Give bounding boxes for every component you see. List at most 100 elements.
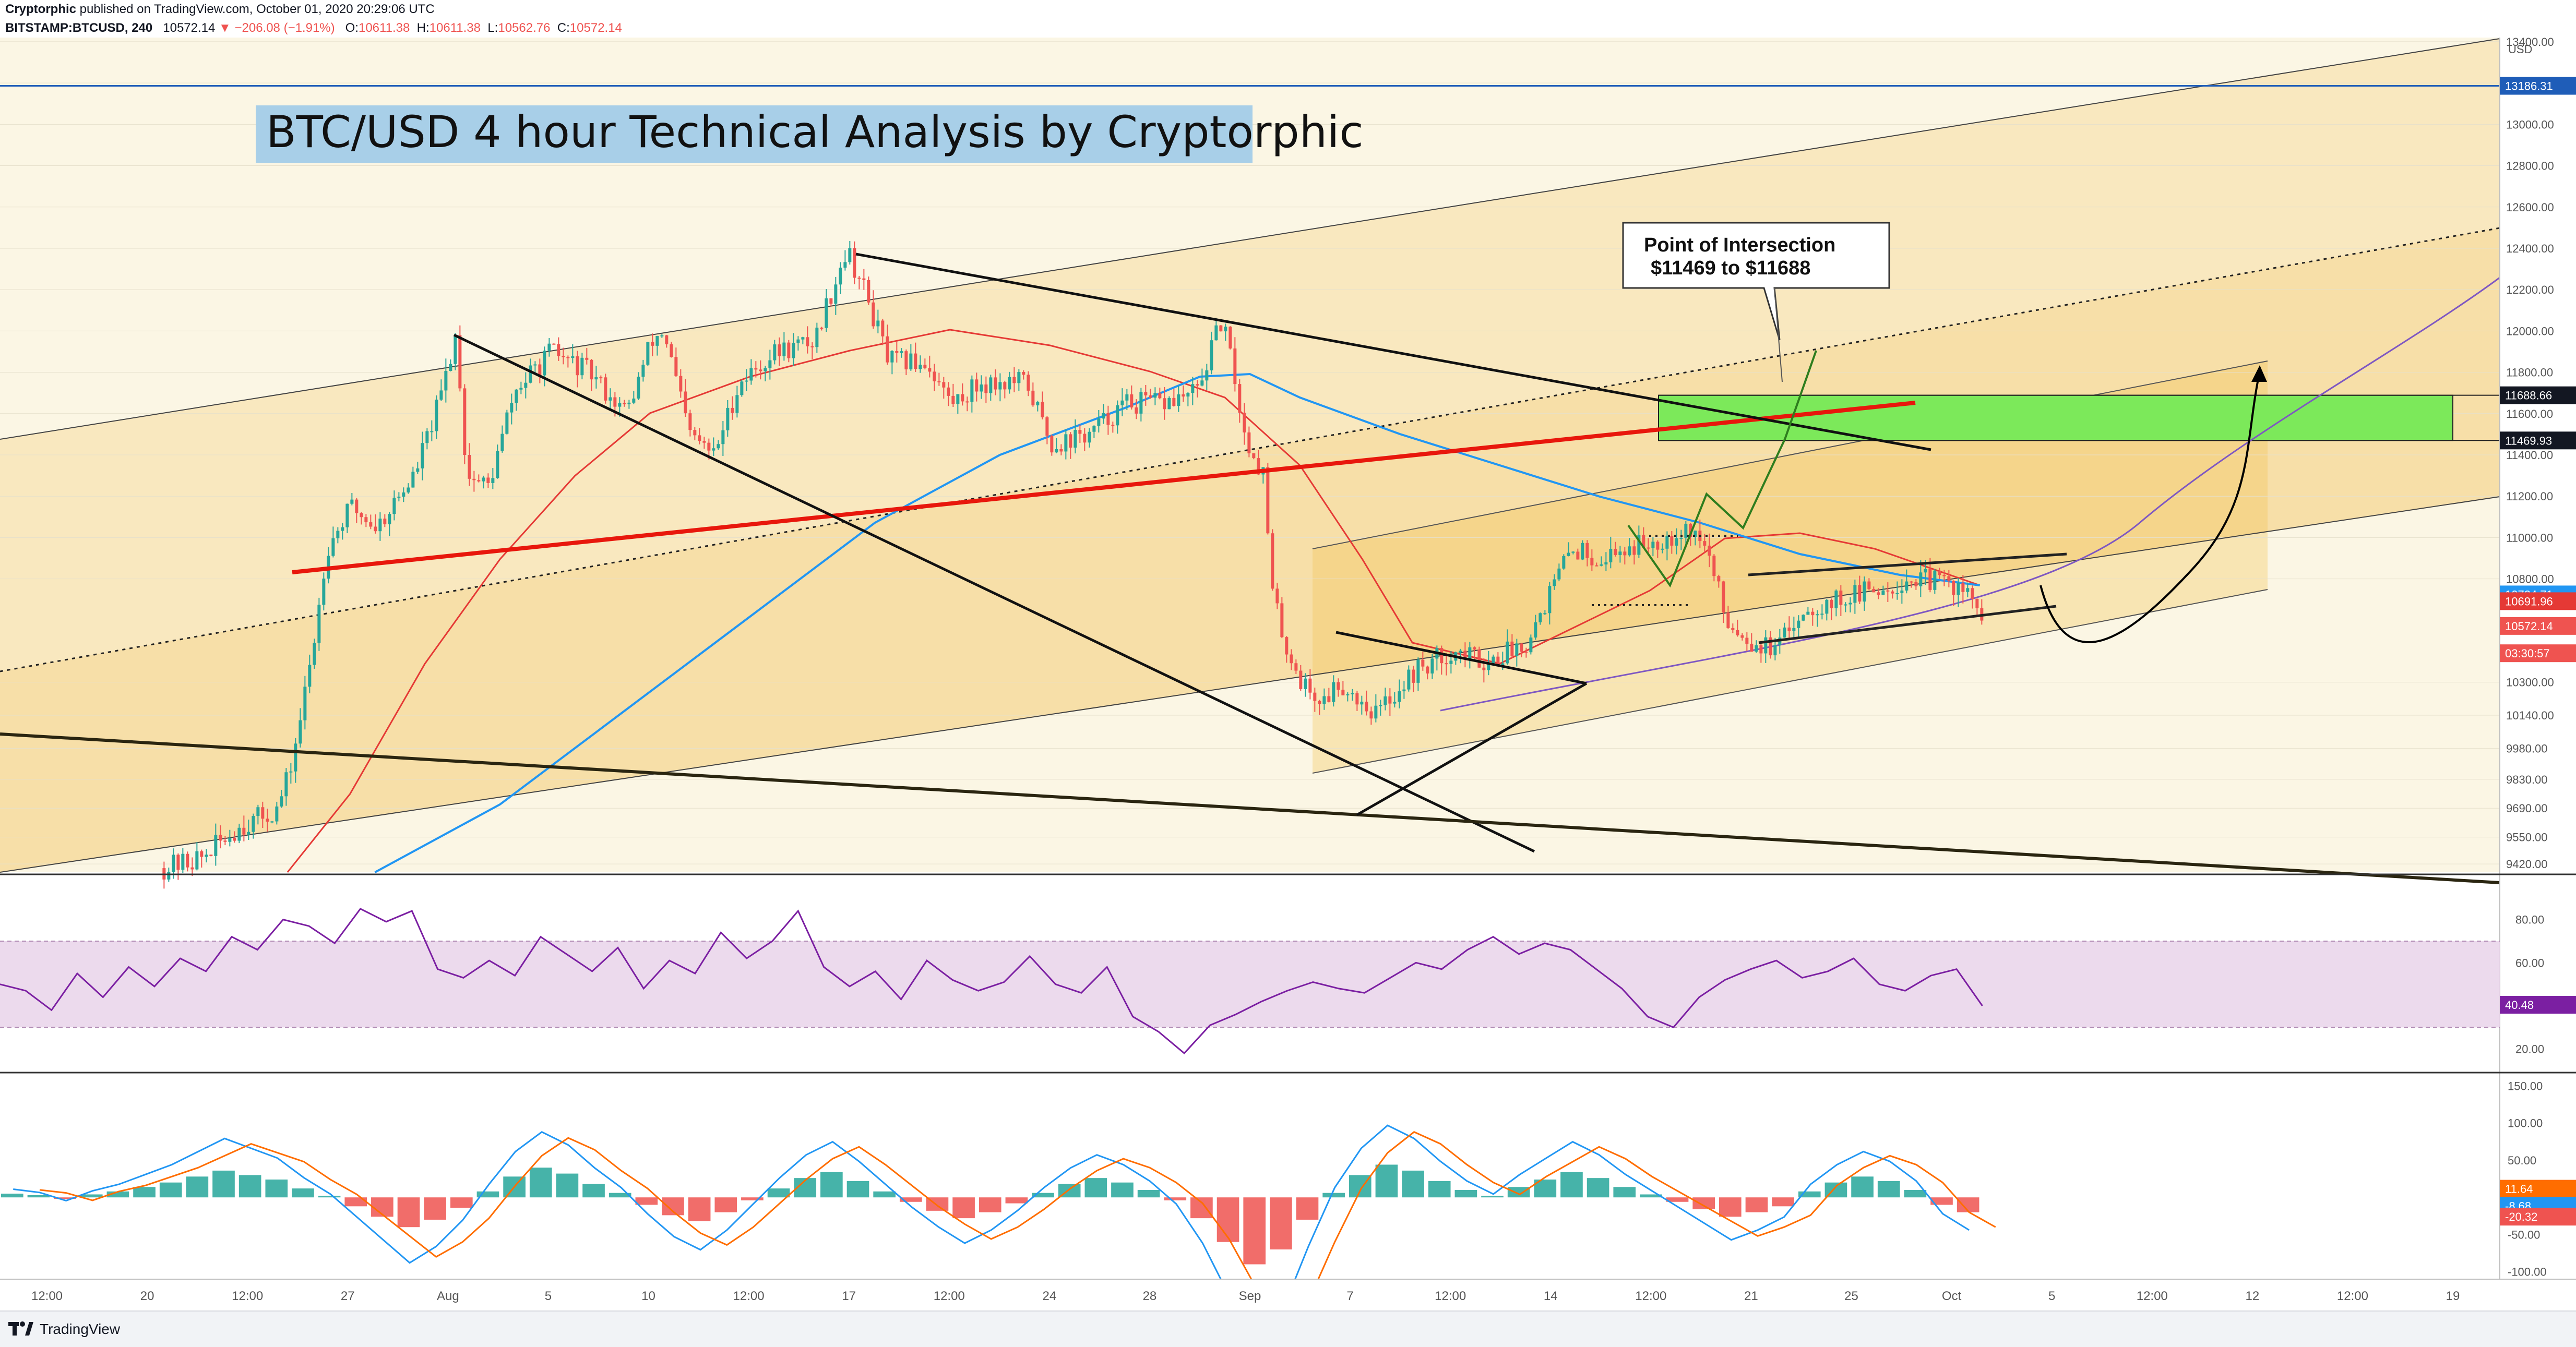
candle <box>1590 558 1594 566</box>
candle <box>1341 690 1345 695</box>
candle <box>1102 413 1105 419</box>
candle <box>205 855 208 857</box>
candle <box>843 262 847 268</box>
candle <box>933 371 936 381</box>
price-tick-label: 9830.00 <box>2506 773 2548 786</box>
candle <box>1355 693 1359 705</box>
time-tick-label: Sep <box>1239 1289 1261 1303</box>
candle <box>510 403 514 413</box>
candle <box>1445 663 1448 665</box>
candle <box>1313 692 1317 701</box>
candle <box>1750 643 1754 652</box>
macd-histogram-bar <box>265 1179 288 1198</box>
candle <box>214 835 218 856</box>
candle <box>1224 327 1227 332</box>
candle <box>1501 663 1505 666</box>
candle <box>914 353 917 369</box>
price-tick-label: 9420.00 <box>2506 858 2548 871</box>
candle <box>815 328 819 347</box>
macd-histogram-bar <box>424 1197 446 1220</box>
candle <box>1008 377 1011 390</box>
macd-histogram-bar <box>1111 1182 1134 1198</box>
candle <box>1938 570 1941 575</box>
price-label-text: 10572.14 <box>2505 620 2553 633</box>
price-tick-label: 12200.00 <box>2506 283 2554 296</box>
candle <box>1088 431 1091 443</box>
macd-tick-label: -100.00 <box>2508 1266 2547 1279</box>
candle <box>1689 523 1692 537</box>
projection-path <box>2040 371 2261 643</box>
candle <box>1764 637 1768 654</box>
candle <box>1524 652 1528 653</box>
candle <box>303 687 307 720</box>
candle <box>237 827 241 841</box>
descending-resistance-line <box>855 252 1931 451</box>
candle <box>1012 377 1016 383</box>
candle <box>1308 678 1312 693</box>
macd-histogram-bar <box>344 1197 367 1207</box>
candle <box>1186 393 1190 397</box>
macd-histogram-bar <box>1798 1191 1821 1198</box>
candle <box>1120 400 1124 405</box>
candle <box>1172 398 1176 406</box>
candle <box>1205 370 1209 381</box>
macd-histogram-bar <box>820 1172 843 1198</box>
candle <box>834 284 838 304</box>
candle <box>754 368 758 370</box>
descending-support-line <box>453 333 1535 853</box>
rsi-band <box>0 941 2500 1028</box>
candle <box>660 335 664 336</box>
candle <box>1036 402 1040 406</box>
candle <box>529 365 532 383</box>
title-background <box>256 105 1253 163</box>
chart-area[interactable]: BTC/USD 4 hour Technical Analysis by Cry… <box>0 35 2576 1346</box>
macd-histogram-bar <box>1454 1189 1477 1198</box>
macd-histogram-bar <box>1243 1197 1266 1265</box>
tradingview-logo-text[interactable]: TradingView <box>40 1321 121 1337</box>
candle <box>1182 394 1185 397</box>
candle <box>646 342 650 365</box>
price-label-bg <box>2500 644 2576 663</box>
chart-title: BTC/USD 4 hour Technical Analysis by Cry… <box>256 105 1364 163</box>
price-tick-label: 13400.00 <box>2506 38 2554 49</box>
price-tick-label: 11800.00 <box>2506 366 2553 379</box>
price-label-text: 11688.66 <box>2505 389 2552 402</box>
candle <box>1581 543 1584 560</box>
candle <box>961 394 964 402</box>
candle <box>1153 393 1157 398</box>
candle <box>336 531 340 538</box>
candle <box>759 369 762 371</box>
candle <box>1797 620 1800 628</box>
author-name[interactable]: Cryptorphic <box>5 2 77 16</box>
price-tick-label: 10300.00 <box>2506 676 2554 689</box>
candle <box>1275 588 1279 604</box>
macd-histogram-bar <box>767 1188 790 1198</box>
candle <box>547 343 551 351</box>
candle <box>524 382 528 388</box>
candle <box>745 380 748 382</box>
candle <box>1116 405 1119 426</box>
macd-tick-label: -50.00 <box>2508 1228 2540 1241</box>
candle <box>1553 579 1556 586</box>
chart-svg[interactable]: BTC/USD 4 hour Technical Analysis by Cry… <box>0 35 2576 1346</box>
candle <box>1867 581 1871 589</box>
candle <box>1595 565 1599 567</box>
macd-histogram-bar <box>1217 1197 1239 1242</box>
tradingview-logo-icon[interactable] <box>8 1320 35 1338</box>
candle <box>369 522 373 527</box>
candle <box>1529 638 1533 653</box>
candle <box>1266 467 1270 534</box>
candle <box>345 503 349 527</box>
candle <box>270 821 274 823</box>
candle <box>1717 576 1721 582</box>
price-label-tag: 11469.93 <box>2500 431 2576 450</box>
price-label-bg <box>2500 617 2576 635</box>
candle <box>1426 666 1429 674</box>
time-tick-label: 12:00 <box>232 1289 263 1303</box>
candle <box>1092 426 1096 432</box>
candle <box>1369 711 1373 719</box>
candle <box>1003 382 1007 390</box>
candle <box>1022 371 1025 375</box>
macd-histogram-bar <box>159 1182 182 1198</box>
time-tick-label: Oct <box>1942 1289 1962 1303</box>
